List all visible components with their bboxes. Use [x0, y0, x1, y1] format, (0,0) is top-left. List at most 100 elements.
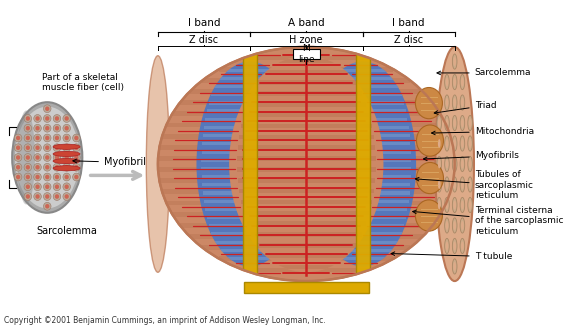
Ellipse shape	[55, 126, 59, 131]
Ellipse shape	[43, 124, 51, 132]
Bar	[207, 110, 293, 113]
Ellipse shape	[53, 193, 60, 200]
Ellipse shape	[14, 154, 22, 161]
Bar	[334, 69, 392, 72]
Bar	[243, 47, 257, 281]
Ellipse shape	[74, 165, 78, 170]
Bar	[226, 265, 274, 268]
Bar	[243, 56, 369, 60]
Bar	[190, 89, 423, 94]
Bar	[217, 77, 283, 80]
Ellipse shape	[24, 124, 32, 132]
Text: T tubule: T tubule	[391, 252, 512, 261]
Ellipse shape	[16, 175, 20, 179]
Bar	[202, 78, 410, 83]
Ellipse shape	[446, 98, 448, 107]
Bar	[273, 265, 339, 269]
Ellipse shape	[14, 163, 22, 171]
Bar	[241, 200, 372, 204]
Ellipse shape	[158, 47, 454, 281]
Ellipse shape	[65, 175, 69, 179]
Ellipse shape	[437, 115, 442, 131]
Ellipse shape	[35, 155, 40, 160]
Ellipse shape	[16, 136, 20, 140]
Bar	[251, 232, 362, 237]
Ellipse shape	[446, 119, 448, 128]
Text: Mitochondria: Mitochondria	[431, 127, 534, 136]
Bar	[237, 178, 375, 183]
Ellipse shape	[438, 159, 441, 169]
Ellipse shape	[461, 98, 464, 107]
Ellipse shape	[453, 159, 456, 169]
Bar	[166, 123, 446, 127]
Ellipse shape	[196, 62, 304, 266]
Ellipse shape	[53, 144, 60, 152]
Ellipse shape	[445, 177, 449, 192]
Ellipse shape	[445, 95, 449, 110]
Ellipse shape	[24, 114, 32, 122]
Ellipse shape	[26, 165, 30, 170]
Bar	[330, 77, 396, 80]
Ellipse shape	[63, 134, 70, 142]
Ellipse shape	[53, 166, 80, 171]
Ellipse shape	[34, 144, 41, 152]
Ellipse shape	[460, 238, 465, 254]
Ellipse shape	[461, 119, 464, 128]
Bar	[355, 47, 370, 281]
Bar	[247, 102, 366, 107]
Ellipse shape	[53, 163, 60, 171]
Ellipse shape	[26, 136, 30, 140]
Ellipse shape	[73, 154, 80, 161]
Ellipse shape	[35, 116, 40, 121]
Bar	[162, 190, 450, 194]
Ellipse shape	[460, 95, 465, 110]
Bar	[162, 134, 450, 138]
Ellipse shape	[45, 106, 50, 111]
Ellipse shape	[26, 175, 30, 179]
Ellipse shape	[452, 156, 457, 172]
Ellipse shape	[445, 115, 449, 131]
Bar	[219, 67, 393, 72]
Ellipse shape	[53, 173, 60, 181]
Ellipse shape	[45, 204, 50, 209]
Ellipse shape	[74, 136, 78, 140]
Text: Part of a skeletal
muscle fiber (cell): Part of a skeletal muscle fiber (cell)	[42, 73, 124, 92]
Bar	[219, 256, 393, 261]
Ellipse shape	[453, 241, 456, 250]
Ellipse shape	[65, 136, 69, 140]
Text: Terminal cisterna
of the sarcoplasmic
reticulum: Terminal cisterna of the sarcoplasmic re…	[412, 206, 563, 236]
Bar	[211, 232, 289, 236]
Bar	[202, 245, 410, 250]
Bar	[334, 257, 392, 260]
Ellipse shape	[65, 155, 69, 160]
Ellipse shape	[34, 193, 41, 200]
Ellipse shape	[35, 136, 40, 140]
Bar	[247, 221, 366, 226]
Ellipse shape	[35, 145, 40, 150]
Bar	[314, 151, 411, 154]
Ellipse shape	[309, 62, 416, 266]
Ellipse shape	[43, 163, 51, 171]
Ellipse shape	[63, 144, 70, 152]
Ellipse shape	[26, 184, 30, 189]
Bar	[221, 257, 279, 260]
Bar	[339, 60, 386, 64]
Bar	[321, 224, 404, 227]
Ellipse shape	[452, 54, 457, 69]
Ellipse shape	[14, 134, 22, 142]
Ellipse shape	[26, 145, 30, 150]
Bar	[190, 234, 423, 239]
Ellipse shape	[43, 114, 51, 122]
Bar	[324, 232, 401, 236]
Ellipse shape	[34, 114, 41, 122]
Ellipse shape	[65, 116, 69, 121]
Ellipse shape	[35, 184, 40, 189]
Ellipse shape	[146, 56, 169, 272]
Ellipse shape	[55, 184, 59, 189]
Ellipse shape	[53, 144, 80, 149]
Ellipse shape	[26, 116, 30, 121]
Bar	[238, 189, 374, 194]
Bar	[204, 126, 296, 129]
Bar	[160, 178, 453, 183]
Bar	[180, 100, 433, 105]
